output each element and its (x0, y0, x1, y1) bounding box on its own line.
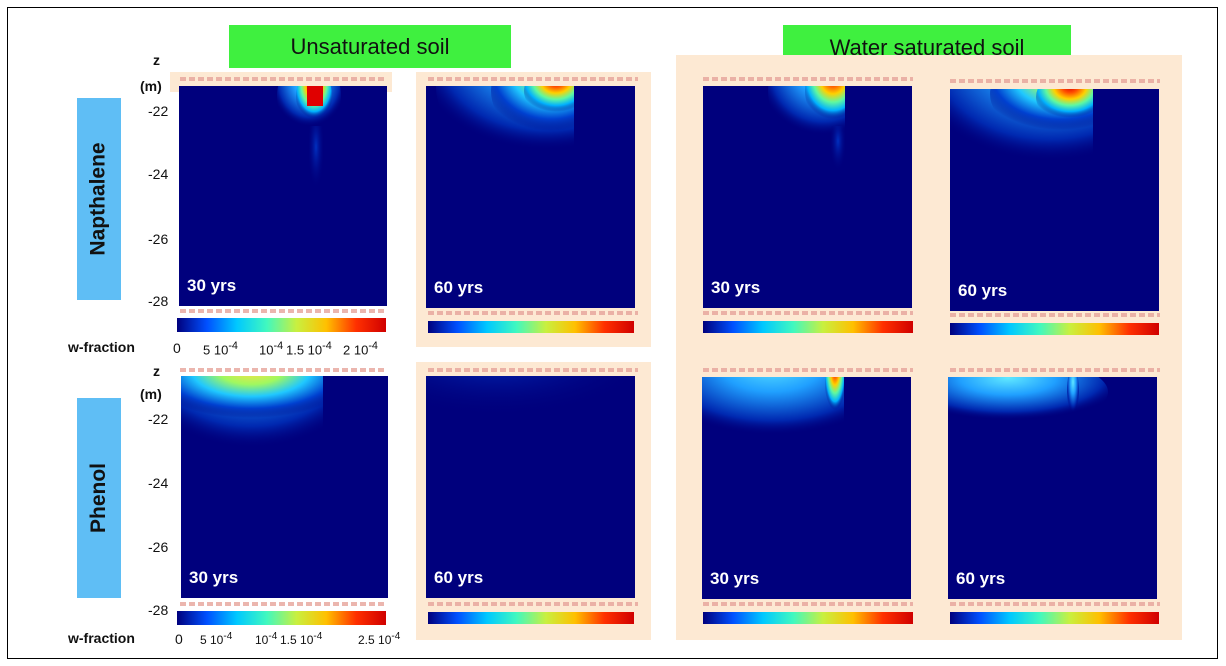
plot-napthalene-unsaturated-30yrs: 30 yrs (179, 86, 387, 306)
z-axis-label-bottom: z (153, 363, 160, 379)
plot-caption-text (428, 77, 638, 81)
plot-caption-text (950, 368, 1160, 372)
plot-caption-text (180, 368, 385, 372)
time-label: 30 yrs (710, 569, 760, 588)
plot-caption-text (703, 311, 913, 315)
plot-caption-text (428, 368, 638, 372)
colorbar-tick: 2 10-4 (343, 340, 378, 358)
colorbar-tick: 2.5 10-4 (358, 631, 401, 647)
plot-caption-text (703, 602, 913, 606)
z-axis-label-top: z (153, 52, 160, 68)
plot-caption-text (703, 368, 913, 372)
time-label: 60 yrs (434, 568, 484, 587)
plot-caption-text (180, 602, 385, 606)
colorbar-label-bottom: w-fraction (68, 630, 135, 646)
colorbar-tick: 10-4 (255, 631, 278, 647)
plot-caption-text (950, 602, 1160, 606)
plot-caption-text (950, 79, 1160, 83)
time-label: 30 yrs (187, 276, 237, 295)
tick-label-bottom-22: -22 (148, 411, 169, 427)
tick-label-top-24: -24 (148, 166, 169, 182)
plot-phenol-saturated-30yrs: 30 yrs (702, 377, 911, 599)
colorbar-tick: 0 (175, 631, 183, 647)
colorbar-tick: 1.5 10-4 (286, 340, 332, 358)
tick-label-bottom-26: -26 (148, 539, 169, 555)
time-label: 30 yrs (711, 278, 761, 297)
tick-label-bottom-28: -28 (148, 602, 169, 618)
plot-phenol-unsaturated-60yrs: 60 yrs (426, 376, 635, 598)
colorbar-phenol-unsat-30 (177, 611, 386, 625)
tick-label-top-22: -22 (148, 103, 169, 119)
tick-label-top-28: -28 (148, 293, 169, 309)
time-label: 60 yrs (958, 281, 1008, 300)
colorbar-napthalene-sat-30 (703, 321, 913, 333)
colorbar-tick: 5 10-4 (200, 631, 233, 647)
unit-label-top: (m) (140, 78, 162, 94)
tick-label-top-26: -26 (148, 231, 169, 247)
row-label-napthalene: Napthalene (77, 98, 121, 300)
tick-label-bottom-24: -24 (148, 475, 169, 491)
colorbar-napthalene-unsat-60 (428, 321, 634, 333)
plot-caption-text (950, 313, 1160, 317)
row-label-phenol: Phenol (77, 398, 121, 598)
time-label: 60 yrs (956, 569, 1006, 588)
plot-phenol-saturated-60yrs: 60 yrs (948, 377, 1157, 599)
colorbar-tick: 0 (173, 340, 181, 356)
colorbar-tick: 5 10-4 (203, 340, 238, 358)
colorbar-phenol-sat-60 (950, 612, 1159, 624)
time-label: 60 yrs (434, 278, 484, 297)
plot-napthalene-saturated-60yrs: 60 yrs (950, 89, 1159, 311)
plot-caption-text (180, 309, 385, 313)
plot-caption-text (428, 311, 638, 315)
plot-napthalene-saturated-30yrs: 30 yrs (703, 86, 912, 308)
unit-label-bottom: (m) (140, 386, 162, 402)
colorbar-napthalene-sat-60 (950, 323, 1159, 335)
plot-caption-text (703, 77, 913, 81)
colorbar-tick: 10-4 (259, 340, 284, 358)
colorbar-phenol-sat-30 (703, 612, 913, 624)
plot-caption-text (428, 602, 638, 606)
header-unsaturated-soil: Unsaturated soil (229, 25, 511, 68)
plot-caption-text (180, 77, 385, 81)
colorbar-napthalene-unsat-30 (177, 318, 386, 332)
colorbar-phenol-unsat-60 (428, 612, 634, 624)
plot-napthalene-unsaturated-60yrs: 60 yrs (426, 86, 635, 308)
plot-phenol-unsaturated-30yrs: 30 yrs (181, 376, 388, 598)
figure-frame (7, 7, 1218, 659)
time-label: 30 yrs (189, 568, 239, 587)
colorbar-tick: 1.5 10-4 (280, 631, 323, 647)
colorbar-label-top: w-fraction (68, 339, 135, 355)
